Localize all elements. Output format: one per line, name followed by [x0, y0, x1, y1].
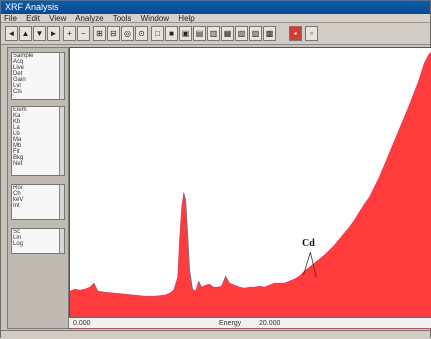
axis-min-value: 0.000 [73, 320, 91, 327]
panel-scrollbar[interactable] [59, 107, 64, 175]
window-bottom-bar [1, 330, 430, 339]
panel-row: Cts [13, 89, 22, 95]
panel-row: Sc [13, 229, 21, 235]
toolbar-button[interactable]: ▨ [249, 26, 262, 41]
toolbar-button[interactable]: ◄ [5, 26, 18, 41]
panel-row: Acq [13, 59, 24, 65]
menu-bar: File Edit View Analyze Tools Window Help [1, 14, 430, 23]
axis-label: Energy [219, 320, 242, 327]
toolbar-button[interactable]: □ [151, 26, 164, 41]
toolbar-button[interactable]: + [63, 26, 76, 41]
menu-window[interactable]: Window [140, 14, 170, 23]
element-panel: Elem Ka Kb La Lb Ma Mb Fit Bkg Net [11, 106, 65, 176]
toolbar-button[interactable]: ▥ [207, 26, 220, 41]
panel-row: Lvl [13, 83, 21, 89]
panel-row: Sample [13, 53, 34, 59]
toolbar-button[interactable]: ⊟ [107, 26, 120, 41]
cd-pointer [302, 252, 317, 278]
panel-row: Roi [13, 185, 23, 191]
panel-row: Net [13, 161, 23, 167]
toolbar-color-button[interactable]: ▪ [289, 26, 302, 41]
toolbar-button[interactable]: ▧ [235, 26, 248, 41]
toolbar-button[interactable]: ▩ [263, 26, 276, 41]
panel-row: Ma [13, 137, 22, 143]
title-bar: XRF Analysis [1, 1, 430, 14]
window-title: XRF Analysis [5, 2, 59, 12]
menu-analyze[interactable]: Analyze [75, 14, 104, 23]
panel-row: Kb [13, 119, 21, 125]
menu-view[interactable]: View [49, 14, 67, 23]
toolbar-button[interactable]: ⊙ [135, 26, 148, 41]
panel-row: Fit [13, 149, 20, 155]
panel-row: Elem [13, 107, 27, 113]
info-panel: Sample Acq Live Det Gain Lvl Cts [11, 52, 65, 100]
toolbar-button[interactable]: ▤ [193, 26, 206, 41]
toolbar-button[interactable]: ⊞ [93, 26, 106, 41]
panel-row: Det [13, 71, 23, 77]
panel-row: keV [13, 197, 24, 203]
toolbar-button[interactable]: ▼ [33, 26, 46, 41]
toolbar-button[interactable]: ▣ [179, 26, 192, 41]
menu-tools[interactable]: Tools [112, 14, 132, 23]
toolbar-button[interactable]: − [77, 26, 90, 41]
panel-row: La [13, 125, 20, 131]
panel-row: Ka [13, 113, 21, 119]
axis-max-value: 20.000 [259, 320, 281, 327]
axis-status-bar: 0.000 Energy 20.000 [69, 317, 431, 328]
toolbar: ◄ ▲ ▼ ► + − ⊞ ⊟ ◎ ⊙ □ ■ ▣ ▤ ▥ ▦ ▧ ▨ ▩ ▪ … [1, 23, 430, 45]
panel-row: Live [13, 65, 25, 71]
panel-row: Ch [13, 191, 21, 197]
panel-row: Lb [13, 131, 20, 137]
panel-row: Mb [13, 143, 22, 149]
scale-panel: Sc Lin Log [11, 228, 65, 254]
panel-scrollbar[interactable] [59, 53, 64, 99]
spectrum-area [70, 52, 431, 329]
toolbar-button[interactable]: ► [47, 26, 60, 41]
spectrum-svg [70, 52, 431, 329]
panel-scrollbar[interactable] [59, 229, 64, 253]
side-panel: Sample Acq Live Det Gain Lvl Cts Elem Ka… [7, 47, 69, 329]
toolbar-button[interactable]: ◎ [121, 26, 134, 41]
toolbar-button[interactable]: ▲ [19, 26, 32, 41]
menu-edit[interactable]: Edit [26, 14, 40, 23]
cd-label: Cd [302, 238, 315, 249]
panel-scrollbar[interactable] [59, 185, 64, 219]
roi-panel: Roi Ch keV Int [11, 184, 65, 220]
toolbar-button[interactable]: ▦ [221, 26, 234, 41]
toolbar-button[interactable]: ▫ [305, 26, 318, 41]
panel-row: Bkg [13, 155, 24, 161]
spectrum-plot[interactable]: Cd [69, 47, 431, 329]
panel-row: Lin [13, 235, 22, 241]
menu-help[interactable]: Help [178, 14, 195, 23]
panel-row: Gain [13, 77, 26, 83]
toolbar-button[interactable]: ■ [165, 26, 178, 41]
panel-row: Int [13, 203, 20, 209]
menu-file[interactable]: File [4, 14, 17, 23]
panel-row: Log [13, 241, 24, 247]
